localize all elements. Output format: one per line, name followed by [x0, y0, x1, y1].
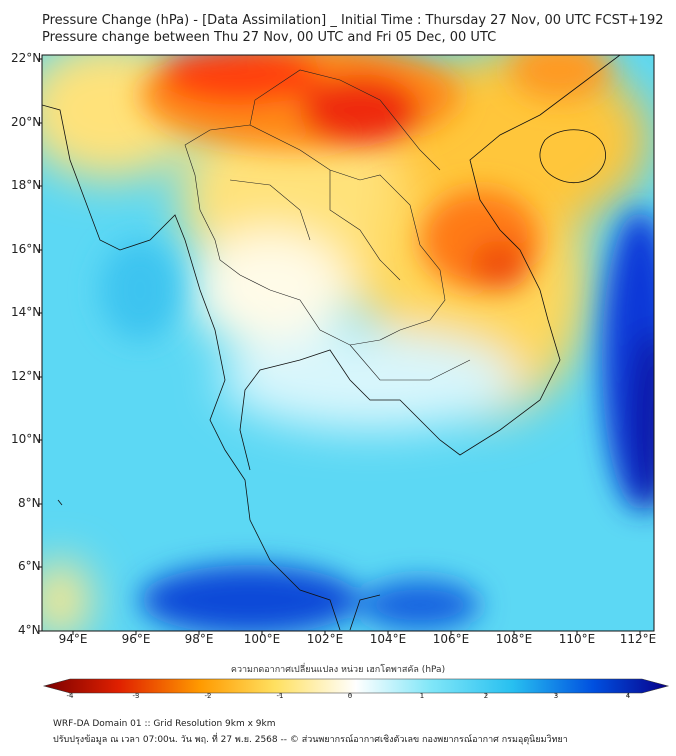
lat-label: 6°N — [18, 559, 41, 573]
lat-label: 20°N — [11, 115, 42, 129]
colorbar — [42, 678, 670, 694]
lat-label: 10°N — [11, 432, 42, 446]
colorbar-ticks — [69, 693, 629, 696]
lon-label: 104°E — [369, 632, 407, 646]
chart-title: Pressure Change (hPa) - [Data Assimilati… — [42, 13, 664, 28]
lat-label: 12°N — [11, 369, 42, 383]
lon-label: 98°E — [184, 632, 214, 646]
colorbar-tick-label: 4 — [625, 692, 631, 700]
colorbar-title: ความกดอากาศเปลี่ยนแปลง หน่วย เฮกโตพาสคัล… — [230, 665, 446, 675]
lon-label: 108°E — [495, 632, 533, 646]
colorbar-tick-label: -1 — [276, 692, 284, 700]
lon-label: 112°E — [619, 632, 657, 646]
lon-label: 94°E — [58, 632, 88, 646]
lat-label: 14°N — [11, 305, 42, 319]
lon-label: 96°E — [121, 632, 151, 646]
coastline — [42, 55, 621, 631]
map-border — [41, 54, 655, 632]
footer-model-info: WRF-DA Domain 01 :: Grid Resolution 9km … — [53, 719, 276, 729]
colorbar-tick-label: -2 — [204, 692, 212, 700]
colorbar-tick-label: -4 — [66, 692, 74, 700]
lon-label: 100°E — [243, 632, 281, 646]
lat-label: 16°N — [11, 242, 42, 256]
colorbar-tick-label: -3 — [132, 692, 140, 700]
lon-label: 110°E — [558, 632, 596, 646]
lat-label: 4°N — [18, 623, 41, 637]
chart-subtitle: Pressure change between Thu 27 Nov, 00 U… — [42, 30, 497, 45]
colorbar-tick-label: 3 — [553, 692, 559, 700]
lon-label: 102°E — [306, 632, 344, 646]
country-borders — [184, 69, 471, 381]
colorbar-tick-label: 0 — [347, 692, 353, 700]
lat-label: 22°N — [11, 51, 42, 65]
pressure-field — [42, 55, 654, 631]
axis-ticks — [38, 58, 641, 635]
lon-label: 106°E — [432, 632, 470, 646]
footer-credit: ปรับปรุงข้อมูล ณ เวลา 07:00น. วัน พฤ. ที… — [53, 735, 568, 745]
lat-label: 8°N — [18, 496, 41, 510]
lat-label: 18°N — [11, 178, 42, 192]
colorbar-tick-label: 2 — [483, 692, 489, 700]
colorbar-tick-label: 1 — [419, 692, 425, 700]
